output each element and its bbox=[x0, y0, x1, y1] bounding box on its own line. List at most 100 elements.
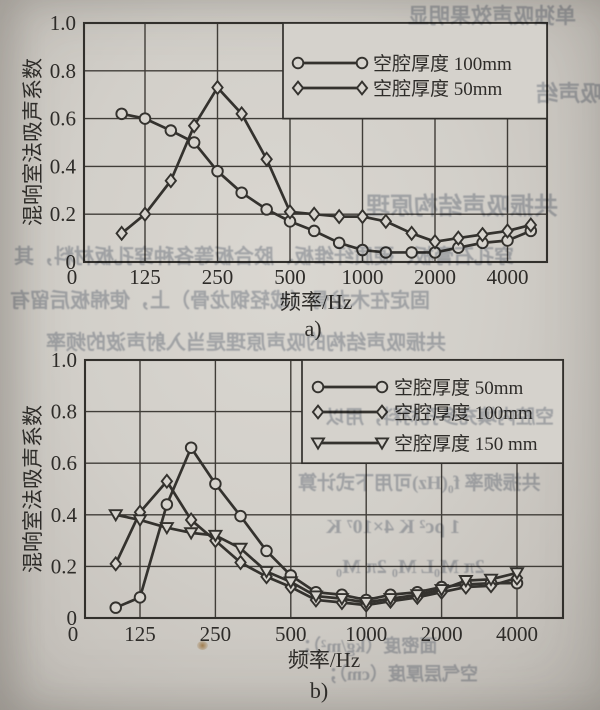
triangle-down-marker bbox=[310, 437, 326, 451]
triangle-down-marker bbox=[483, 573, 499, 587]
diamond-marker bbox=[138, 206, 152, 223]
triangle-down-marker bbox=[183, 527, 199, 541]
circle-marker bbox=[109, 601, 122, 614]
x-tick-label: 125 bbox=[124, 622, 156, 646]
diamond-marker bbox=[379, 213, 393, 230]
diamond-marker bbox=[307, 206, 321, 223]
circle-marker bbox=[160, 498, 174, 511]
legend-box bbox=[282, 22, 548, 120]
x-tick-label: 0 bbox=[68, 622, 79, 646]
legend-label: 空腔厚度 100mm bbox=[394, 402, 533, 424]
diamond-marker bbox=[311, 404, 325, 420]
y-axis-label: 混响室法吸声系数 bbox=[21, 405, 45, 573]
circle-marker bbox=[211, 164, 224, 178]
diamond-marker bbox=[524, 217, 538, 233]
y-tick-label: 1.0 bbox=[50, 11, 76, 35]
x-tick-label: 4000 bbox=[496, 622, 538, 646]
circle-marker bbox=[187, 136, 201, 149]
y-tick-label: 0 bbox=[67, 606, 78, 630]
y-tick-label: 0.2 bbox=[50, 202, 76, 226]
circle-marker bbox=[375, 380, 389, 394]
diamond-marker bbox=[115, 225, 128, 242]
triangle-down-marker bbox=[458, 575, 474, 589]
diamond-marker bbox=[501, 223, 514, 239]
circle-marker bbox=[405, 246, 418, 259]
triangle-down-marker bbox=[207, 529, 224, 543]
y-tick-label: 0.4 bbox=[50, 154, 77, 178]
circle-marker bbox=[260, 544, 273, 558]
y-tick-label: 0 bbox=[66, 250, 77, 274]
x-tick-label: 1000 bbox=[342, 265, 384, 289]
diamond-marker bbox=[291, 80, 305, 96]
circle-marker bbox=[234, 509, 247, 523]
y-tick-label: 0.8 bbox=[51, 400, 77, 424]
circle-marker bbox=[311, 380, 325, 394]
diamond-marker bbox=[164, 172, 178, 189]
triangle-down-marker bbox=[382, 593, 399, 607]
circle-marker bbox=[209, 477, 222, 491]
y-tick-label: 0.8 bbox=[50, 59, 76, 83]
legend-label: 空腔厚度 50mm bbox=[394, 377, 524, 399]
diamond-marker bbox=[109, 555, 123, 572]
triangle-down-marker bbox=[283, 576, 299, 590]
circle-marker bbox=[332, 236, 346, 250]
y-tick-label: 0.6 bbox=[50, 107, 76, 131]
x-tick-label: 500 bbox=[274, 265, 306, 289]
x-tick-label: 125 bbox=[129, 265, 161, 289]
chart-a: 空腔厚度 100mm 空腔厚度 50mm 0 0.2 0.4 0.6 0.8 1.0 0 125 2… bbox=[0, 0, 600, 340]
paper-stain bbox=[197, 641, 208, 650]
triangle-down-marker bbox=[409, 589, 425, 603]
diamond-marker bbox=[332, 208, 346, 225]
x-tick-label: 1000 bbox=[345, 622, 387, 646]
diamond-marker bbox=[211, 79, 224, 96]
circle-marker bbox=[184, 441, 198, 454]
x-tick-label: 500 bbox=[275, 622, 307, 646]
circle-marker bbox=[115, 107, 128, 121]
y-tick-label: 0.2 bbox=[51, 554, 77, 578]
chart-caption: b) bbox=[310, 678, 328, 703]
diamond-marker bbox=[452, 230, 465, 247]
triangle-down-marker bbox=[159, 522, 175, 536]
triangle-down-marker bbox=[108, 509, 124, 523]
legend-label: 空腔厚度 100mm bbox=[373, 53, 512, 75]
y-tick-label: 0.4 bbox=[51, 503, 78, 527]
triangle-down-marker bbox=[308, 590, 324, 604]
triangle-down-marker bbox=[358, 596, 374, 610]
circle-marker bbox=[355, 56, 369, 70]
legend-label: 空腔厚度 150 mm bbox=[394, 433, 538, 455]
triangle-down-marker bbox=[132, 514, 148, 528]
circle-marker bbox=[379, 246, 393, 259]
x-axis-label: 频率/Hz bbox=[288, 648, 360, 672]
diamond-marker bbox=[428, 233, 442, 250]
chart-b-svg: 空腔厚度 50mm 空腔厚度 100mm 空腔厚度 150 mm 0 0.2 0.4 0.6… bbox=[21, 348, 565, 703]
chart-a-svg: 空腔厚度 100mm 空腔厚度 50mm 0 0.2 0.4 0.6 0.8 1.0 0 125 2… bbox=[21, 11, 549, 340]
diamond-marker bbox=[235, 105, 248, 122]
diamond-marker bbox=[356, 208, 369, 225]
circle-marker bbox=[138, 112, 152, 125]
chart-caption: a) bbox=[304, 316, 321, 340]
diamond-marker bbox=[405, 225, 418, 242]
diamond-marker bbox=[476, 226, 489, 243]
circle-marker bbox=[291, 56, 305, 70]
circle-marker bbox=[164, 124, 178, 137]
y-axis-label: 混响室法吸声系数 bbox=[21, 58, 45, 226]
x-tick-label: 4000 bbox=[487, 265, 529, 289]
diamond-marker bbox=[184, 512, 198, 528]
x-tick-label: 0 bbox=[67, 265, 78, 289]
y-tick-label: 1.0 bbox=[51, 348, 77, 372]
circle-marker bbox=[133, 591, 147, 604]
circle-marker bbox=[235, 186, 248, 199]
circle-marker bbox=[356, 243, 369, 257]
triangle-down-marker bbox=[433, 584, 450, 598]
y-tick-label: 0.6 bbox=[51, 451, 77, 475]
chart-b: 空腔厚度 50mm 空腔厚度 100mm 空腔厚度 150 mm 0 0.2 0.4 0.6… bbox=[0, 340, 600, 710]
triangle-down-marker bbox=[374, 437, 390, 451]
triangle-down-marker bbox=[334, 593, 350, 607]
x-tick-label: 2000 bbox=[421, 622, 463, 646]
x-tick-label: 2000 bbox=[414, 265, 456, 289]
triangle-down-marker bbox=[509, 567, 525, 581]
series-line-0 bbox=[121, 112, 532, 254]
legend-label: 空腔厚度 50mm bbox=[373, 78, 503, 100]
diamond-marker bbox=[375, 404, 389, 420]
